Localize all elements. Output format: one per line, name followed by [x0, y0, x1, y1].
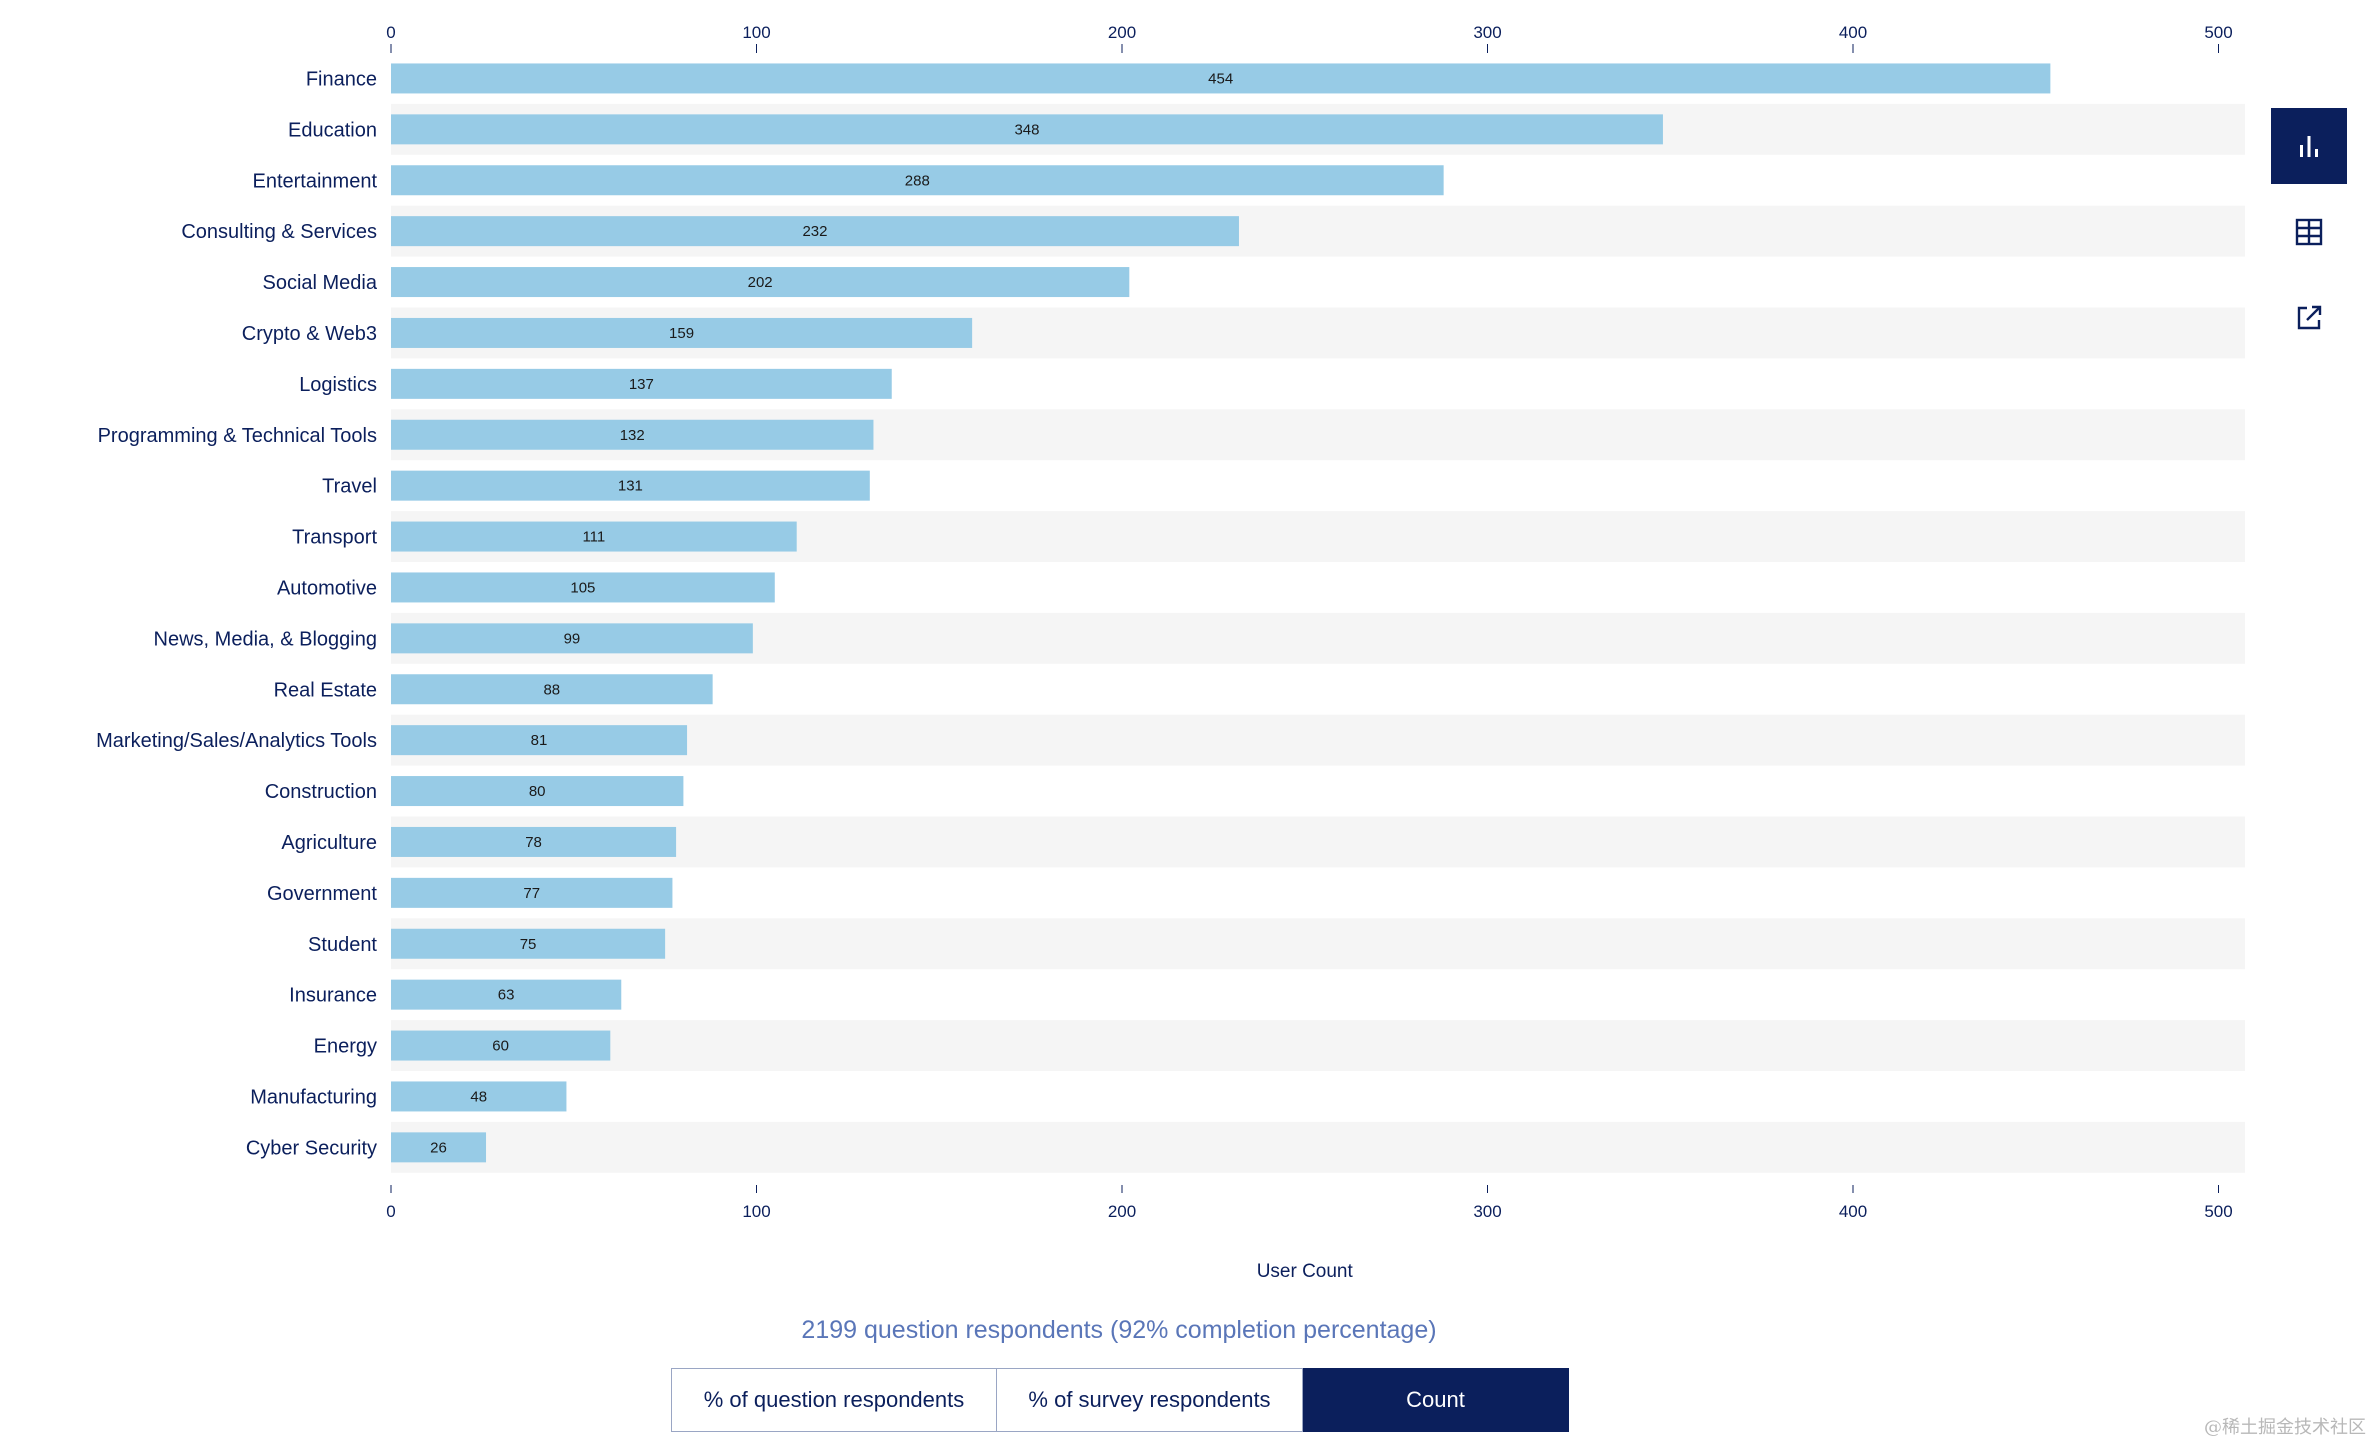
data-label: 131 — [618, 478, 643, 495]
table-view-button[interactable] — [2271, 194, 2347, 270]
data-label: 111 — [582, 529, 605, 546]
data-label: 81 — [531, 732, 548, 749]
bar — [391, 623, 753, 654]
data-label: 77 — [523, 885, 540, 902]
category-label: Real Estate — [274, 679, 377, 701]
data-label: 232 — [802, 223, 827, 240]
data-label: 105 — [570, 579, 595, 596]
category-label: News, Media, & Blogging — [154, 628, 377, 650]
row-stripe — [391, 714, 2245, 766]
data-label: 75 — [520, 936, 537, 953]
category-label: Government — [267, 883, 377, 905]
x-tick-label-bottom: 400 — [1839, 1202, 1867, 1221]
category-label: Travel — [322, 476, 377, 498]
data-label: 159 — [669, 325, 694, 342]
row-stripe — [391, 816, 2245, 868]
bar — [391, 826, 677, 857]
bar — [391, 317, 973, 348]
category-label: Crypto & Web3 — [242, 323, 377, 345]
bar-chart: 0 0 100 100 200 200 300 300 400 400 500 500 Finance 4… — [96, 23, 2245, 1282]
question-respondents-toggle[interactable]: % of question respondents — [671, 1368, 997, 1432]
data-label: 454 — [1208, 70, 1233, 87]
metric-toggle-group: % of question respondents % of survey re… — [671, 1368, 1569, 1432]
bar — [391, 1132, 487, 1163]
category-label: Automotive — [277, 577, 377, 599]
category-label: Manufacturing — [250, 1086, 377, 1108]
external-link-icon — [2297, 305, 2322, 330]
data-label: 78 — [525, 834, 542, 851]
chart-view-button[interactable] — [2271, 108, 2347, 184]
data-label: 132 — [620, 427, 645, 444]
data-label: 288 — [905, 172, 930, 189]
category-label: Cyber Security — [246, 1137, 377, 1159]
category-label: Construction — [265, 781, 377, 803]
bar-chart-icon — [2300, 136, 2318, 157]
x-axis-title: User Count — [1257, 1261, 1354, 1282]
category-label: Insurance — [289, 985, 377, 1007]
data-label: 137 — [629, 376, 654, 393]
bar — [391, 368, 892, 399]
bar — [391, 114, 1663, 145]
bar — [391, 572, 775, 603]
bar — [391, 674, 713, 705]
x-tick-label-top: 100 — [742, 23, 770, 42]
category-label: Entertainment — [252, 170, 377, 192]
count-toggle[interactable]: Count — [1303, 1368, 1569, 1432]
table-icon — [2295, 218, 2323, 246]
bar — [391, 419, 874, 450]
bar — [391, 470, 870, 501]
bar — [391, 267, 1130, 298]
category-label: Consulting & Services — [181, 221, 377, 243]
data-label: 60 — [492, 1038, 509, 1055]
x-tick-label-top: 200 — [1108, 23, 1136, 42]
data-label: 63 — [498, 987, 515, 1004]
bar — [391, 216, 1239, 247]
category-label: Transport — [292, 527, 377, 549]
category-label: Marketing/Sales/Analytics Tools — [96, 730, 377, 752]
bar — [391, 165, 1444, 196]
bar — [391, 776, 684, 807]
x-tick-label-top: 0 — [386, 23, 395, 42]
data-label: 99 — [564, 630, 581, 647]
bar — [391, 979, 622, 1010]
bar — [391, 1030, 611, 1061]
x-tick-label-top: 300 — [1473, 23, 1501, 42]
data-label: 26 — [430, 1139, 447, 1156]
x-tick-label-bottom: 300 — [1473, 1202, 1501, 1221]
bar — [391, 521, 797, 552]
data-label: 348 — [1014, 121, 1039, 138]
category-label: Energy — [314, 1036, 377, 1058]
category-label: Education — [288, 119, 377, 141]
data-label: 80 — [529, 783, 546, 800]
category-label: Logistics — [299, 374, 377, 396]
category-label: Finance — [306, 68, 377, 90]
survey-respondents-toggle[interactable]: % of survey respondents — [997, 1368, 1303, 1432]
x-tick-label-bottom: 0 — [386, 1202, 395, 1221]
bar — [391, 725, 688, 756]
category-label: Programming & Technical Tools — [98, 425, 377, 447]
export-button[interactable] — [2271, 280, 2347, 356]
category-label: Student — [308, 934, 377, 956]
x-tick-label-top: 500 — [2204, 23, 2232, 42]
x-tick-label-top: 400 — [1839, 23, 1867, 42]
bar — [391, 63, 2051, 94]
category-label: Agriculture — [281, 832, 377, 854]
data-label: 88 — [543, 681, 560, 698]
x-tick-label-bottom: 100 — [742, 1202, 770, 1221]
data-label: 202 — [748, 274, 773, 291]
bar — [391, 1081, 567, 1112]
data-label: 48 — [470, 1088, 487, 1105]
bar — [391, 928, 666, 959]
row-stripe — [391, 918, 2245, 970]
respondents-summary: 2199 question respondents (92% completio… — [801, 1316, 1437, 1344]
bar — [391, 877, 673, 908]
watermark: @稀土掘金技术社区 — [2204, 1417, 2366, 1438]
x-tick-label-bottom: 200 — [1108, 1202, 1136, 1221]
row-stripe — [391, 1121, 2245, 1173]
category-label: Social Media — [262, 272, 377, 294]
x-tick-label-bottom: 500 — [2204, 1202, 2232, 1221]
row-stripe — [391, 1020, 2245, 1071]
